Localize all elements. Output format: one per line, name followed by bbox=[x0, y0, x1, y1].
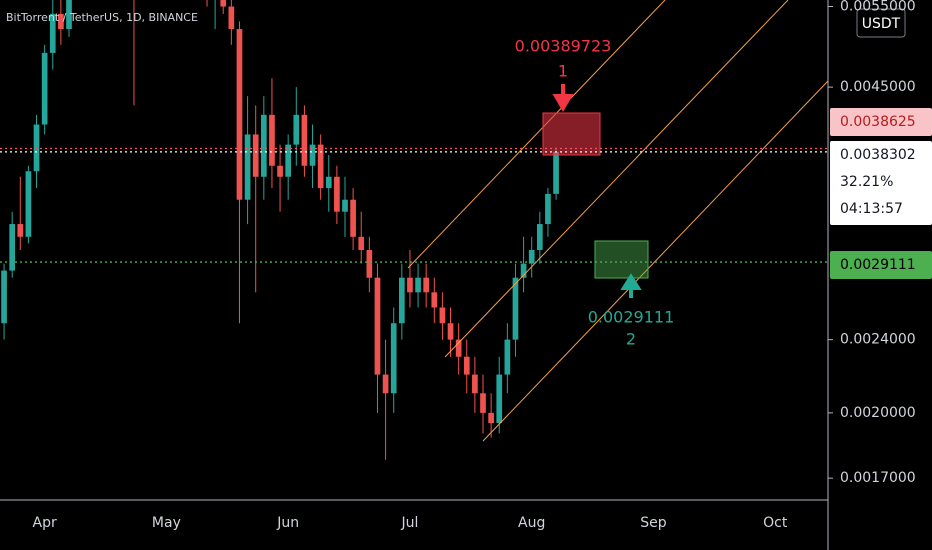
channel-line bbox=[407, 0, 666, 269]
price-label: 0.0038302 bbox=[840, 147, 916, 163]
candle-body bbox=[9, 224, 16, 271]
price-label: 0.0038625 bbox=[840, 114, 916, 130]
candle-body bbox=[228, 6, 235, 30]
x-tick-label: Oct bbox=[763, 515, 788, 531]
candle-body bbox=[309, 144, 316, 166]
candle-body bbox=[366, 249, 373, 278]
candle-body bbox=[301, 114, 308, 166]
arrow-down bbox=[552, 84, 574, 112]
candle-body bbox=[472, 374, 478, 394]
candle-body bbox=[358, 236, 365, 250]
candle-body bbox=[49, 13, 56, 53]
currency-button[interactable] bbox=[856, 8, 906, 38]
candle-body bbox=[398, 277, 405, 324]
candle-body bbox=[58, 13, 64, 30]
channel-line bbox=[482, 80, 828, 442]
y-tick-label: 0.0020000 bbox=[840, 405, 916, 421]
annotation-price: 0.0029111 bbox=[588, 308, 675, 327]
candle-body bbox=[536, 224, 543, 250]
candle-body bbox=[463, 356, 470, 375]
candle-body bbox=[390, 323, 397, 394]
x-tick-label: Jun bbox=[276, 515, 299, 531]
candle-body bbox=[325, 176, 332, 189]
currency-button-label[interactable]: USDT bbox=[862, 16, 901, 32]
x-tick-label: Aug bbox=[518, 515, 545, 531]
candle-body bbox=[407, 277, 413, 293]
candle-body bbox=[220, 0, 227, 7]
candle-body bbox=[350, 199, 356, 237]
channel-line bbox=[444, 0, 789, 358]
candle-body bbox=[293, 114, 300, 145]
annotation-price: 0.00389723 bbox=[515, 37, 612, 56]
candle-body bbox=[423, 277, 430, 293]
y-tick-label: 0.0017000 bbox=[840, 470, 916, 486]
price-labels: 0.0038625 0.0038302 0.0029111 32.21% 04:13:5… bbox=[0, 108, 932, 279]
candle-body bbox=[512, 277, 519, 340]
candle-body bbox=[520, 263, 527, 278]
candle-body bbox=[415, 277, 421, 293]
annotation-number: 1 bbox=[558, 62, 568, 81]
candle-body bbox=[41, 52, 48, 125]
x-tick-label: Apr bbox=[33, 515, 57, 531]
price-label: 0.0029111 bbox=[840, 257, 916, 273]
candle-body bbox=[431, 292, 438, 308]
y-tick-label: 0.0055000 bbox=[840, 0, 916, 15]
candle-body bbox=[439, 307, 446, 324]
candle-body bbox=[528, 249, 535, 264]
candle-body bbox=[455, 339, 462, 357]
price-label-box bbox=[830, 108, 932, 136]
plot-area bbox=[1, 0, 559, 460]
candle-body bbox=[382, 374, 389, 394]
y-tick-label: 0.0045000 bbox=[840, 79, 916, 95]
arrow-up bbox=[620, 273, 642, 298]
bar-countdown: 04:13:57 bbox=[840, 201, 903, 217]
channel bbox=[407, 0, 828, 442]
candle-body bbox=[488, 412, 494, 424]
candle-body bbox=[269, 114, 275, 166]
candle-body bbox=[244, 134, 251, 200]
annotation-number: 2 bbox=[626, 330, 636, 349]
y-tick-label: 0.0024000 bbox=[840, 332, 916, 348]
candle-body bbox=[317, 144, 324, 189]
x-tick-label: Sep bbox=[640, 515, 667, 531]
candle-body bbox=[66, 0, 72, 30]
candle-body bbox=[260, 114, 267, 177]
candle-body bbox=[252, 134, 259, 177]
candle-body bbox=[496, 374, 503, 424]
candle-body bbox=[17, 224, 24, 237]
candle-body bbox=[374, 277, 381, 375]
candle-body bbox=[236, 29, 243, 200]
price-change: 32.21% bbox=[840, 174, 893, 190]
target-box bbox=[594, 240, 649, 279]
x-tick-label: May bbox=[152, 515, 181, 531]
candle-body bbox=[553, 151, 559, 194]
candle-body bbox=[504, 339, 511, 375]
candle-body bbox=[334, 176, 340, 212]
x-tick-label: Jul bbox=[400, 515, 418, 531]
candle-body bbox=[277, 165, 283, 177]
candle-body bbox=[480, 393, 486, 413]
candle-body bbox=[1, 270, 7, 324]
candle-body bbox=[342, 199, 348, 212]
candle-body bbox=[25, 171, 32, 237]
candle-body bbox=[545, 193, 551, 225]
price-label-box bbox=[830, 141, 932, 225]
symbol-title: BitTorrent / TetherUS, 1D, BINANCE bbox=[6, 11, 198, 24]
candle-body bbox=[285, 144, 292, 177]
price-label-box bbox=[830, 251, 932, 279]
candle-body bbox=[447, 323, 454, 340]
